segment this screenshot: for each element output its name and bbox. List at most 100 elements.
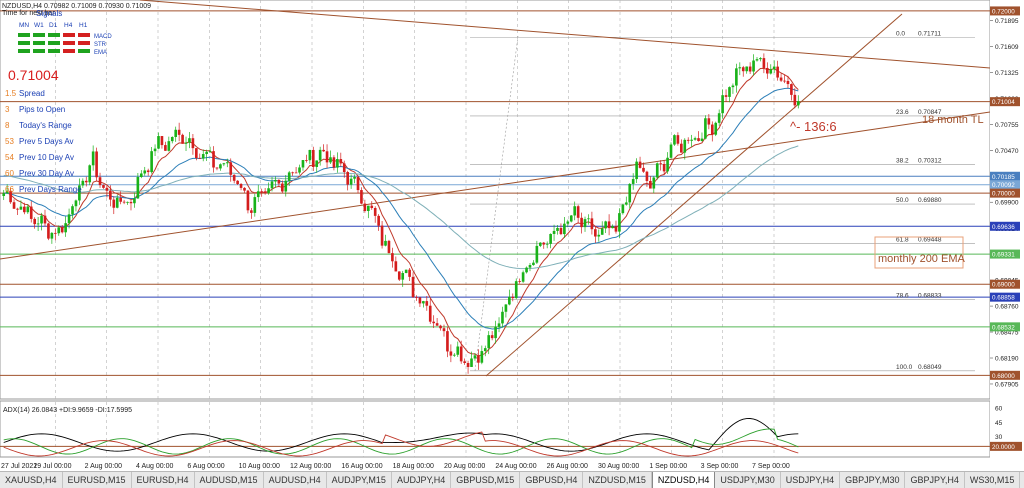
price-level-tag-label: 0.71004 <box>992 99 1015 106</box>
stat-value: 66 <box>5 185 14 194</box>
candle-body <box>649 180 652 189</box>
price-level-tag-label: 0.69636 <box>992 224 1015 231</box>
candle-body <box>418 297 422 304</box>
symbol-tab[interactable]: GBPJPY,H4 <box>905 472 965 488</box>
x-tick-label: 24 Aug 00:00 <box>495 463 536 470</box>
candle-body <box>439 325 442 329</box>
candle-body <box>277 179 281 184</box>
candle-body <box>232 174 236 181</box>
range-stats: 1.5 Spread 3 Pips to Open 8 Today's Range 53 Pr… <box>5 89 82 194</box>
minus-di-line <box>3 431 799 457</box>
symbol-tab[interactable]: NZDUSD,M15 <box>583 472 652 488</box>
candle-body <box>133 198 136 204</box>
candle-body <box>387 240 391 254</box>
candle-body <box>239 184 243 188</box>
candle-body <box>470 358 473 367</box>
y-tick-label: 0.67905 <box>995 381 1019 388</box>
symbol-tab[interactable]: WS30,M15 <box>965 472 1021 488</box>
price-level-tag-label: 0.70000 <box>992 191 1015 198</box>
candle-body <box>501 311 504 324</box>
symbol-tab[interactable]: DAX30,M15 <box>1020 472 1024 488</box>
candle-body <box>60 227 64 233</box>
symbol-tab[interactable]: EURUSD,M15 <box>63 472 132 488</box>
candle-body <box>786 80 790 85</box>
price-level-tag <box>990 221 1020 231</box>
symbol-tab[interactable]: GBPJPY,M30 <box>840 472 906 488</box>
moving-averages <box>3 67 799 357</box>
stat-value: 53 <box>5 137 14 146</box>
candle-body <box>33 218 36 225</box>
fib-value-label: 0.68833 <box>918 292 942 299</box>
signal-cell <box>18 49 30 53</box>
price-level-tag <box>990 6 1020 16</box>
x-tick-label: 4 Aug 00:00 <box>136 463 173 470</box>
candle-body <box>384 240 387 246</box>
symbol-tab[interactable]: USDJPY,H4 <box>781 472 841 488</box>
candle-body <box>243 187 246 191</box>
candle-body <box>477 355 480 363</box>
candle-body <box>143 170 147 174</box>
long-ema-line <box>3 145 799 270</box>
stat-label: Prev 10 Day Av <box>19 153 74 162</box>
symbol-tab[interactable]: GBPUSD,H4 <box>520 472 584 488</box>
candle-body <box>514 281 518 299</box>
candle-body <box>318 149 322 161</box>
candle-body <box>645 171 649 181</box>
candle-body <box>594 229 597 237</box>
candle-body <box>710 124 714 135</box>
candle-body <box>607 221 611 229</box>
candle-body <box>287 172 291 181</box>
rising-trendline <box>485 13 903 377</box>
candle-body <box>284 180 288 192</box>
candle-body <box>538 242 542 246</box>
candle-body <box>401 273 405 280</box>
candle-body <box>759 58 762 60</box>
signal-cell <box>48 33 60 37</box>
trend-lines <box>0 0 991 377</box>
candle-body <box>81 180 85 186</box>
price-level-tag <box>990 370 1020 380</box>
symbol-tab[interactable]: USDJPY,M30 <box>715 472 781 488</box>
price-level-tag-label: 0.69000 <box>992 282 1015 289</box>
signal-cell <box>63 41 75 45</box>
candle-body <box>391 253 394 262</box>
symbol-tab[interactable]: AUDUSD,M15 <box>195 472 264 488</box>
symbol-tab[interactable]: EURUSD,H4 <box>132 472 195 488</box>
candle-body <box>552 230 556 234</box>
candle-body <box>404 269 408 274</box>
symbol-tab[interactable]: NZDUSD,H4 <box>651 472 716 488</box>
symbol-tab[interactable]: AUDJPY,H4 <box>392 472 452 488</box>
price-level-lines <box>0 10 990 376</box>
candle-body <box>683 139 687 153</box>
symbol-tab[interactable]: XAUUSD,H4 <box>0 472 63 488</box>
candle-body <box>229 162 233 175</box>
symbol-tab[interactable]: GBPUSD,M15 <box>451 472 521 488</box>
candle-body <box>483 348 487 352</box>
candle-body <box>755 59 759 61</box>
signal-timeframe-label: H1 <box>79 22 88 29</box>
candle-body <box>738 67 742 69</box>
price-level-tag <box>990 279 1020 289</box>
candle-body <box>497 323 501 327</box>
signal-cell <box>78 33 90 37</box>
candle-body <box>566 221 570 224</box>
candle-body <box>339 159 343 164</box>
grid-lines <box>55 0 775 457</box>
candle-body <box>146 170 150 173</box>
x-tick-label: 30 Aug 00:00 <box>598 463 639 470</box>
price-level-tag <box>990 249 1020 259</box>
candle-body <box>294 172 298 174</box>
symbol-tab[interactable]: AUDUSD,H4 <box>264 472 327 488</box>
candle-body <box>198 158 202 159</box>
candle-body <box>105 187 109 191</box>
candle-body <box>84 180 88 183</box>
candle-body <box>456 346 460 355</box>
candle-body <box>504 304 508 312</box>
candle-body <box>796 101 800 106</box>
candle-body <box>305 160 308 161</box>
candle-body <box>604 221 607 229</box>
symbol-tab[interactable]: AUDJPY,M15 <box>327 472 392 488</box>
candle-body <box>511 296 515 299</box>
adx-threshold-tag-label: 20.0000 <box>992 444 1015 451</box>
candle-body <box>43 215 47 224</box>
